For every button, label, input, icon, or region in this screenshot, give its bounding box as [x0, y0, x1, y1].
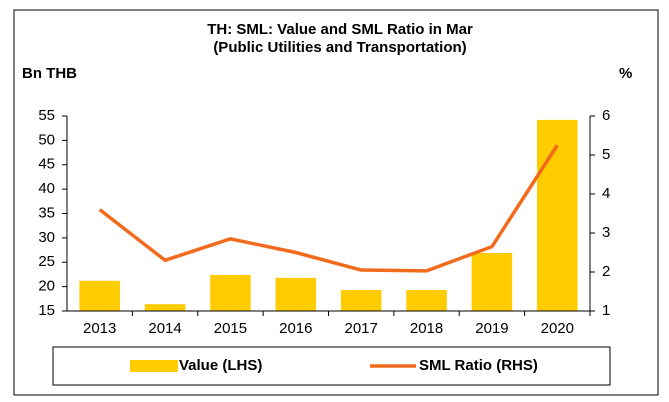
- x-tick-label: 2020: [541, 320, 574, 337]
- y2-axis-label: %: [619, 65, 632, 82]
- x-tick-label: 2017: [345, 320, 378, 337]
- y-tick-label: 20: [38, 278, 55, 295]
- y-axis-label: Bn THB: [22, 65, 77, 82]
- y-tick-label: 35: [38, 204, 55, 221]
- bar: [79, 280, 120, 311]
- bar: [471, 252, 513, 311]
- legend-label: Value (LHS): [179, 357, 262, 374]
- bar: [406, 290, 447, 311]
- bar: [340, 290, 382, 311]
- chart-title: TH: SML: Value and SML Ratio in Mar: [207, 21, 473, 38]
- x-tick-label: 2013: [83, 320, 116, 337]
- x-tick-label: 2016: [279, 320, 312, 337]
- legend-label: SML Ratio (RHS): [419, 357, 538, 374]
- bar: [275, 277, 317, 311]
- y2-tick-label: 4: [602, 185, 610, 202]
- x-tick-label: 2019: [475, 320, 508, 337]
- bar: [210, 274, 251, 311]
- line: [98, 144, 559, 273]
- y-tick-label: 45: [38, 156, 55, 173]
- x-tick-label: 2018: [410, 320, 443, 337]
- bar: [537, 119, 578, 312]
- y2-tick-label: 3: [602, 224, 610, 241]
- y2-tick-label: 5: [602, 146, 610, 163]
- y-tick-label: 40: [38, 180, 55, 197]
- x-tick-label: 2015: [214, 320, 247, 337]
- chart-subtitle: (Public Utilities and Transportation): [213, 39, 466, 56]
- y2-tick-label: 6: [602, 107, 610, 124]
- y-tick-label: 15: [38, 302, 55, 319]
- x-tick-label: 2014: [148, 320, 181, 337]
- legend-swatch: [130, 360, 178, 372]
- y-tick-label: 50: [38, 131, 55, 148]
- y-tick-label: 25: [38, 253, 55, 270]
- y-tick-label: 55: [38, 107, 55, 124]
- y-tick-label: 30: [38, 229, 55, 246]
- y2-tick-label: 1: [602, 302, 610, 319]
- y2-tick-label: 2: [602, 263, 610, 280]
- bar: [144, 304, 186, 311]
